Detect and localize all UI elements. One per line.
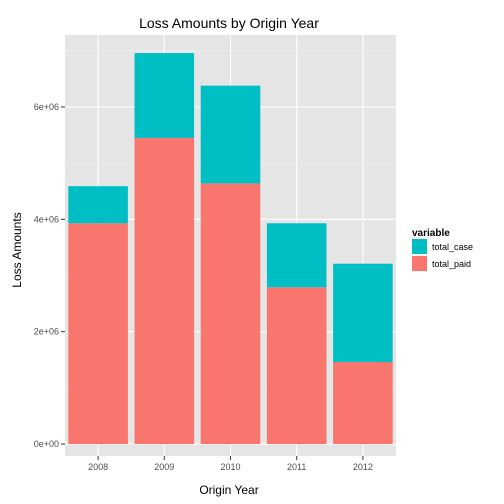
y-axis-title: Loss Amounts	[10, 212, 24, 287]
y-tick-label: 6e+06	[34, 102, 59, 112]
x-axis: 2008 2009 2010 2011 2012	[88, 456, 373, 472]
legend: variable total_case total_paid	[410, 228, 473, 273]
bar-total_case-2010	[200, 85, 261, 184]
legend-swatch-total_paid	[412, 256, 427, 271]
legend-title: variable	[412, 228, 450, 239]
legend-swatch-total_case	[412, 239, 427, 254]
bar-total_case-2012	[333, 263, 393, 362]
x-tick-label: 2008	[88, 462, 108, 472]
bar-total_case-2009	[134, 53, 195, 138]
y-tick-label: 2e+06	[34, 327, 59, 337]
bar-total_paid-2009	[134, 137, 195, 444]
bars	[68, 53, 393, 445]
y-axis: 0e+00 2e+06 4e+06 6e+06	[34, 102, 65, 449]
bar-total_case-2011	[266, 223, 327, 288]
y-tick-label: 4e+06	[34, 214, 59, 224]
legend-label-total_case: total_case	[432, 242, 473, 252]
y-tick-label: 0e+00	[34, 439, 59, 449]
chart-title: Loss Amounts by Origin Year	[139, 15, 319, 31]
x-tick-label: 2009	[154, 462, 174, 472]
legend-label-total_paid: total_paid	[432, 259, 471, 269]
x-tick-label: 2011	[287, 462, 306, 472]
x-tick-label: 2012	[353, 462, 373, 472]
bar-total_paid-2008	[68, 223, 128, 444]
x-axis-title: Origin Year	[199, 483, 258, 497]
x-tick-label: 2010	[220, 462, 240, 472]
bar-total_paid-2011	[266, 287, 327, 444]
bar-total_paid-2012	[333, 361, 393, 444]
bar-total_case-2008	[68, 186, 128, 224]
bar-total_paid-2010	[200, 183, 261, 445]
